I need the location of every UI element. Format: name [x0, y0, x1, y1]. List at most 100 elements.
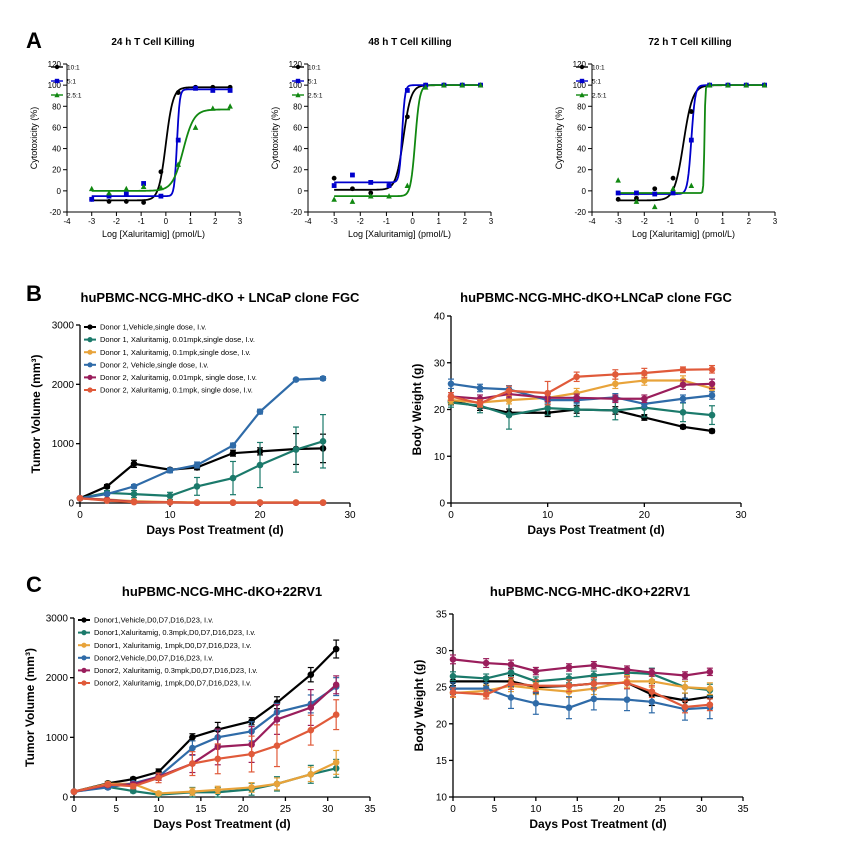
data-point — [332, 681, 340, 689]
y-tick-label: 0 — [57, 187, 62, 196]
legend-marker — [87, 337, 93, 343]
y-tick-label: 80 — [293, 102, 302, 111]
data-point — [158, 193, 164, 199]
y-tick-label: 3000 — [46, 614, 69, 625]
legend-marker — [579, 92, 585, 98]
x-tick-label: 0 — [77, 510, 83, 521]
x-tick-label: 20 — [613, 804, 625, 815]
x-tick-label: -4 — [63, 217, 71, 226]
legend-marker — [81, 617, 87, 623]
legend-marker — [81, 655, 87, 661]
y-tick-label: 15 — [436, 756, 448, 767]
x-tick-label: 2 — [463, 217, 468, 226]
x-tick-label: 30 — [344, 510, 356, 521]
data-point — [332, 711, 340, 718]
data-point — [651, 203, 658, 210]
data-point — [210, 88, 216, 93]
x-tick-label: -1 — [383, 217, 391, 226]
legend-marker — [81, 630, 87, 636]
data-point — [229, 442, 237, 449]
legend-marker — [54, 92, 60, 98]
data-point — [641, 377, 648, 384]
data-point — [140, 183, 147, 190]
data-point — [350, 172, 355, 178]
data-point — [670, 175, 676, 181]
x-tick-label: 35 — [737, 804, 749, 815]
data-point — [76, 494, 84, 502]
legend-label: 5:1 — [308, 79, 317, 86]
data-point — [532, 682, 540, 690]
data-point — [507, 694, 515, 701]
x-tick-label: -3 — [88, 217, 96, 226]
fit-curve-10-1 — [91, 86, 231, 202]
x-axis-label: Log [Xaluritamig] (pmol/L) — [102, 229, 205, 239]
data-point — [248, 784, 255, 791]
x-tick-label: 10 — [164, 510, 176, 521]
y-axis-label: Tumor Volume (mm³) — [23, 648, 37, 767]
y-tick-label: 100 — [289, 81, 303, 90]
fit-curve-2-5-1 — [618, 84, 765, 194]
y-axis-label: Body Weight (g) — [410, 364, 424, 456]
x-axis-label: Days Post Treatment (d) — [529, 817, 666, 831]
y-tick-label: -20 — [49, 208, 61, 217]
data-point — [573, 394, 580, 402]
data-point — [708, 365, 716, 373]
data-point — [507, 661, 515, 668]
data-point — [688, 109, 694, 114]
x-tick-label: 20 — [639, 510, 651, 521]
data-point — [189, 760, 196, 767]
data-point — [681, 672, 689, 679]
data-point — [158, 184, 164, 191]
legend-marker — [87, 362, 93, 368]
data-point — [386, 193, 392, 199]
data-point — [507, 680, 515, 687]
data-point — [331, 196, 337, 202]
legend-label: 2.5:1 — [592, 93, 607, 100]
x-axis-label: Days Post Treatment (d) — [527, 523, 664, 537]
x-tick-label: 30 — [322, 804, 334, 815]
y-tick-label: -20 — [290, 208, 302, 217]
chart-b2: huPBMC-NCG-MHC-dKO+LNCaP clone FGC 0 10 20 3… — [410, 290, 747, 537]
legend-label: Donor 1, Xaluritamig, 0.01mpk,single dos… — [100, 335, 255, 344]
data-point — [612, 371, 619, 378]
data-point — [319, 375, 327, 382]
data-point — [256, 408, 264, 415]
y-axis-label: Cytotoxicity (%) — [29, 107, 39, 170]
data-point — [641, 395, 648, 403]
data-point — [292, 499, 300, 507]
data-point — [175, 161, 182, 167]
data-point — [123, 199, 129, 204]
y-tick-label: 80 — [52, 102, 61, 111]
data-point — [505, 387, 513, 395]
data-point — [103, 497, 111, 504]
data-point — [449, 672, 457, 680]
chart-title: huPBMC-NCG-MHC-dKO+LNCaP clone FGC — [460, 290, 732, 305]
chart-title: huPBMC-NCG-MHC-dKO+22RV1 — [122, 584, 322, 599]
data-point — [189, 734, 196, 741]
legend-label: Donor 2, Vehicle,single dose, I.v. — [100, 360, 209, 369]
data-point — [214, 755, 222, 763]
data-point — [273, 716, 281, 723]
data-point — [229, 449, 237, 457]
legend-label: 10:1 — [308, 65, 321, 72]
data-point — [670, 190, 676, 196]
data-point — [482, 659, 490, 667]
y-tick-label: 30 — [434, 358, 446, 369]
data-point — [386, 183, 392, 188]
y-tick-label: 40 — [434, 312, 446, 323]
data-point — [166, 499, 174, 506]
chart-a1: 24 h T Cell Killing -4 -3 -2 -1 0 1 2 3 -20 0 20 40 6… — [29, 37, 243, 239]
data-point — [634, 190, 639, 196]
x-tick-label: 0 — [450, 804, 456, 815]
data-point — [612, 380, 619, 388]
x-tick-label: 3 — [238, 217, 243, 226]
data-point — [708, 380, 716, 388]
data-point — [708, 411, 716, 419]
data-point — [573, 373, 580, 381]
data-point — [447, 380, 455, 388]
y-tick-label: 0 — [439, 499, 445, 510]
x-axis-label: Log [Xaluritamig] (pmol/L) — [348, 229, 451, 239]
x-tick-label: 5 — [114, 804, 120, 815]
y-tick-label: 60 — [52, 123, 61, 132]
